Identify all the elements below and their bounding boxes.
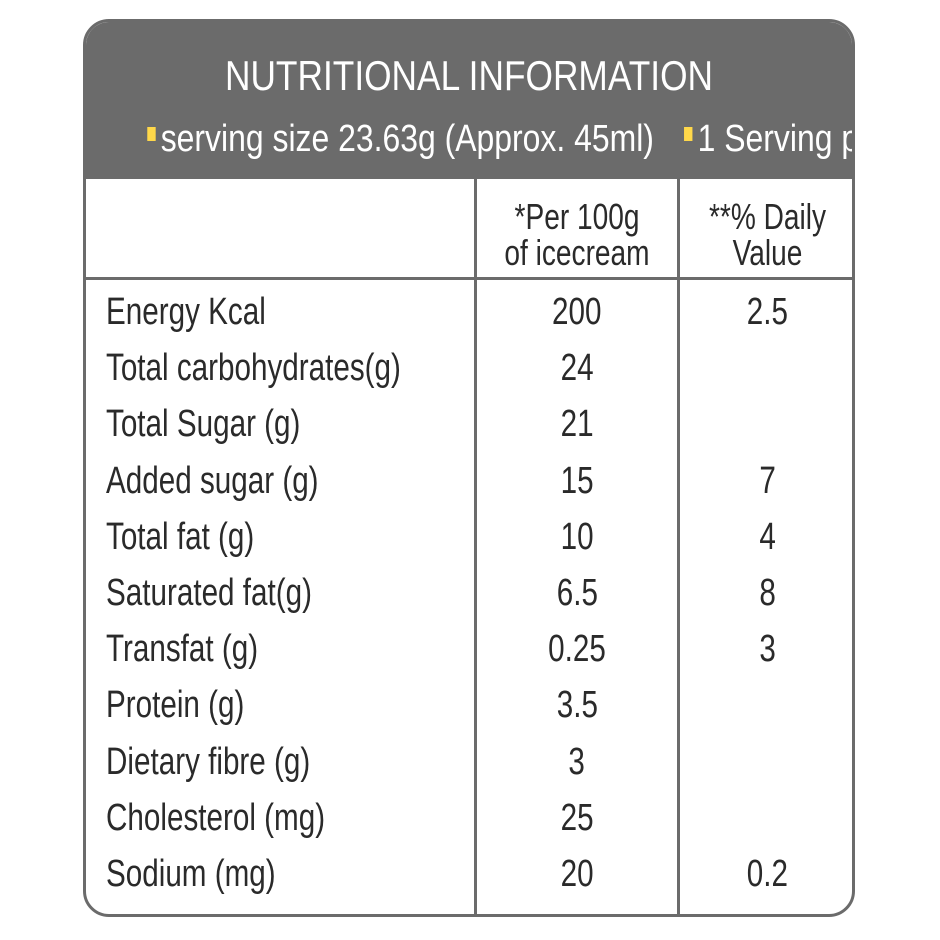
- daily-value: [680, 677, 852, 733]
- nutrient-name: Total Sugar (g): [106, 403, 301, 446]
- column-divider: [474, 179, 477, 914]
- daily-value: [680, 790, 852, 846]
- daily-value: [680, 734, 852, 790]
- per-100g-value: 3.5: [556, 684, 598, 727]
- per-100g-value: 24: [560, 347, 594, 390]
- bullet-square-icon: [684, 127, 693, 141]
- nutrient-row: Saturated fat(g) 6.5 8: [86, 565, 852, 621]
- nutrient-name: Dietary fibre (g): [106, 740, 311, 783]
- daily-value: [680, 396, 852, 452]
- column-header-per-100g: *Per 100g of icecream: [504, 196, 650, 273]
- nutrient-name: Transfat (g): [106, 628, 259, 671]
- per-100g-value: 21: [560, 403, 594, 446]
- nutrition-panel: NUTRITIONAL INFORMATION serving size 23.…: [83, 19, 855, 917]
- daily-value: [680, 340, 852, 396]
- per-100g-value: 6.5: [556, 572, 598, 614]
- bullet-square-icon: [147, 127, 156, 141]
- daily-value: 8: [759, 572, 776, 614]
- per-100g-value: 25: [560, 796, 594, 839]
- daily-value: 0.2: [746, 853, 789, 895]
- per-100g-value: 20: [560, 853, 594, 895]
- nutrient-row: Total carbohydrates(g) 24: [86, 340, 852, 396]
- nutrient-row: Transfat (g) 0.25 3: [86, 621, 852, 677]
- nutrient-name: Cholesterol (mg): [106, 796, 326, 839]
- per-100g-value: 3: [568, 740, 586, 783]
- servings-per-pack: 1 Serving per pack: [697, 118, 852, 160]
- nutrient-row: Energy Kcal 200 2.5: [86, 284, 852, 340]
- nutrient-name: Saturated fat(g): [106, 572, 312, 614]
- nutrition-header: NUTRITIONAL INFORMATION serving size 23.…: [86, 22, 852, 179]
- nutrient-row: Sodium (mg) 20 0.2: [86, 846, 852, 902]
- per-100g-value: 200: [552, 291, 602, 333]
- nutrient-row: Total Sugar (g) 21: [86, 396, 852, 452]
- header-divider: [86, 277, 852, 280]
- nutrient-name: Total carbohydrates(g): [106, 347, 401, 390]
- nutrient-name: Total fat (g): [106, 515, 255, 558]
- daily-value: 3: [759, 628, 776, 671]
- serving-size: serving size 23.63g (Approx. 45ml): [160, 118, 654, 160]
- column-header-daily-value: **% Daily Value: [708, 196, 827, 273]
- per-100g-value: 0.25: [548, 628, 606, 671]
- serving-info: serving size 23.63g (Approx. 45ml) 1 Serv…: [147, 117, 852, 161]
- daily-value: 2.5: [746, 291, 789, 333]
- column-divider: [677, 179, 680, 914]
- nutrient-row: Cholesterol (mg) 25: [86, 790, 852, 846]
- nutrient-name: Energy Kcal: [106, 291, 266, 333]
- nutrient-row: Protein (g) 3.5: [86, 677, 852, 733]
- daily-value: 7: [759, 459, 776, 502]
- nutrient-name: Added sugar (g): [106, 459, 319, 502]
- daily-value: 4: [759, 515, 776, 558]
- nutrient-row: Dietary fibre (g) 3: [86, 734, 852, 790]
- per-100g-value: 10: [560, 515, 594, 558]
- nutrient-name: Protein (g): [106, 684, 245, 727]
- nutrient-row: Added sugar (g) 15 7: [86, 453, 852, 509]
- nutrient-name: Sodium (mg): [106, 853, 276, 895]
- nutrient-row: Total fat (g) 10 4: [86, 509, 852, 565]
- nutrition-title: NUTRITIONAL INFORMATION: [224, 52, 714, 99]
- per-100g-value: 15: [560, 459, 594, 502]
